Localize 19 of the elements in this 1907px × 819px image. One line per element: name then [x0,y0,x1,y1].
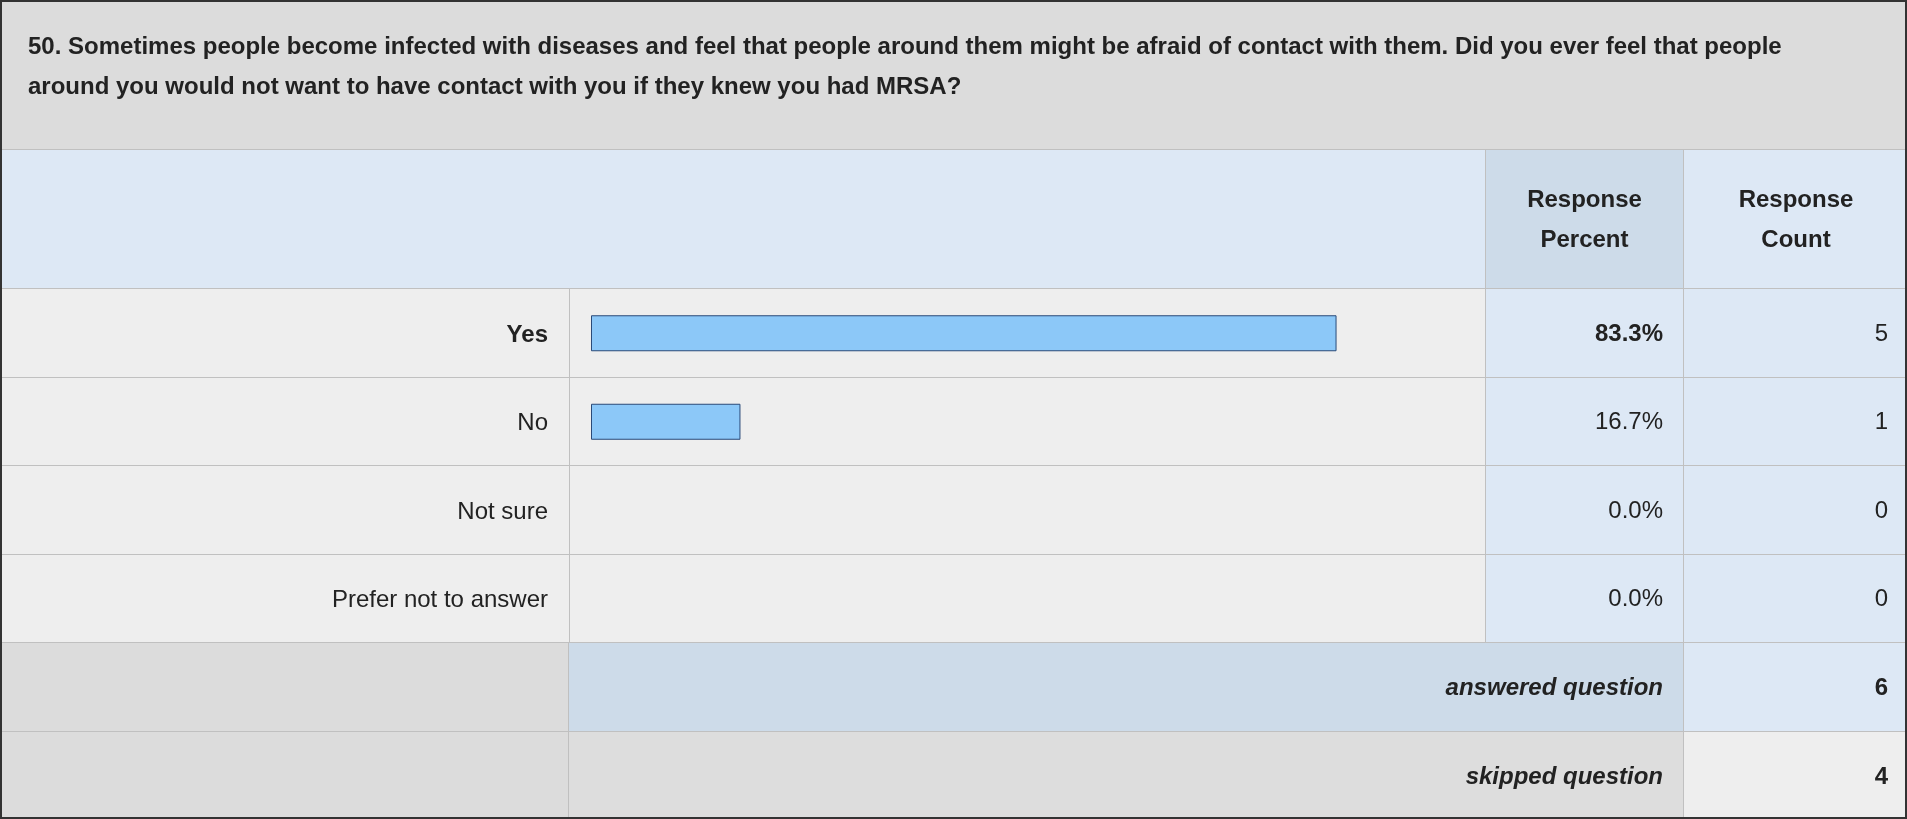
text: Response Count [1737,184,1855,254]
text: 0 [1684,554,1907,643]
text: 0 [1684,466,1907,555]
y-tick-label: Prefer not to answer [331,585,548,613]
text: Response Percent [1526,184,1643,254]
text: answered question [569,643,1684,732]
text: 6 [1684,643,1907,732]
chart-title: 50. Sometimes people become infected with diseases and feel that people around them might be afraid of contact with them. Did you ever feel that people around you would not want to have contact with you if they knew you had MRSA? [2,2,1907,150]
y-tick-label: No [517,408,548,436]
y-tick-label: Not sure [457,496,548,524]
text: 4 [1684,732,1907,819]
y-tick-label: Yes [506,319,548,347]
data-label: 0.0% [1486,466,1684,555]
text: skipped question [569,732,1684,819]
data-label: 83.3% [1486,289,1684,378]
text: 5 [1684,289,1907,378]
text: 1 [1684,377,1907,466]
data-label: 0.0% [1486,554,1684,643]
data-label: 16.7% [1486,377,1684,466]
